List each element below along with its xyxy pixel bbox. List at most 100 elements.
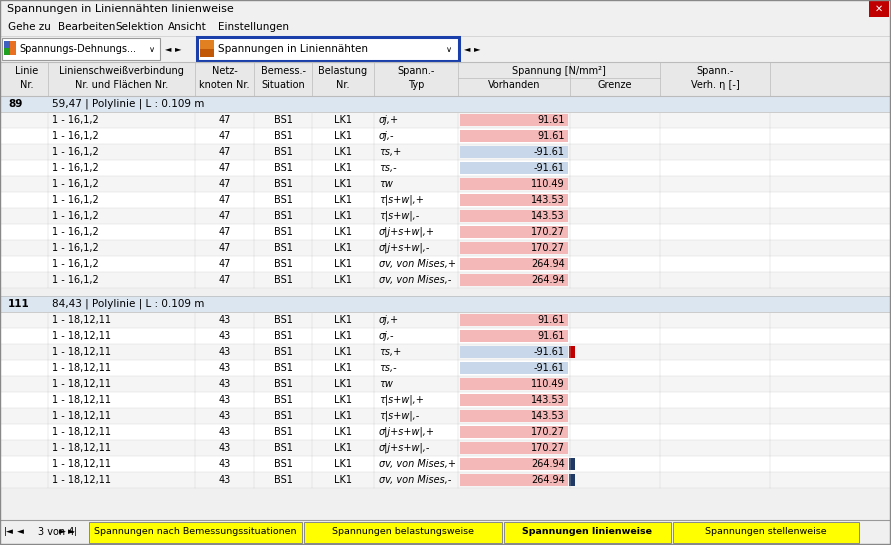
FancyBboxPatch shape <box>0 256 891 272</box>
Text: 1 - 18,12,11: 1 - 18,12,11 <box>52 363 111 373</box>
Text: BS1: BS1 <box>274 131 292 141</box>
FancyBboxPatch shape <box>4 41 16 55</box>
FancyBboxPatch shape <box>0 296 891 312</box>
Text: 1 - 18,12,11: 1 - 18,12,11 <box>52 443 111 453</box>
FancyBboxPatch shape <box>0 344 891 360</box>
Text: Spann.-: Spann.- <box>397 66 435 76</box>
Text: 47: 47 <box>218 195 231 205</box>
Text: 143.53: 143.53 <box>531 195 565 205</box>
FancyBboxPatch shape <box>0 376 891 392</box>
Text: 47: 47 <box>218 131 231 141</box>
Text: BS1: BS1 <box>274 259 292 269</box>
FancyBboxPatch shape <box>0 360 891 376</box>
Text: 1 - 16,1,2: 1 - 16,1,2 <box>52 259 99 269</box>
Text: 43: 43 <box>218 459 231 469</box>
FancyBboxPatch shape <box>460 458 568 470</box>
FancyBboxPatch shape <box>0 424 891 440</box>
Text: 1 - 18,12,11: 1 - 18,12,11 <box>52 475 111 485</box>
Text: -91.61: -91.61 <box>534 347 565 357</box>
Text: 47: 47 <box>218 211 231 221</box>
Text: 170.27: 170.27 <box>531 243 565 253</box>
FancyBboxPatch shape <box>0 440 891 456</box>
FancyBboxPatch shape <box>0 272 891 288</box>
Text: BS1: BS1 <box>274 443 292 453</box>
Text: knoten Nr.: knoten Nr. <box>200 80 249 90</box>
Text: ►|: ►| <box>68 528 78 536</box>
Text: BS1: BS1 <box>274 459 292 469</box>
Text: 264.94: 264.94 <box>531 275 565 285</box>
Text: Belastung: Belastung <box>318 66 368 76</box>
Text: LK1: LK1 <box>334 363 352 373</box>
FancyBboxPatch shape <box>0 408 891 424</box>
Text: Nr.: Nr. <box>20 80 33 90</box>
Text: BS1: BS1 <box>274 227 292 237</box>
Text: 110.49: 110.49 <box>531 179 565 189</box>
FancyBboxPatch shape <box>0 112 891 128</box>
Text: BS1: BS1 <box>274 115 292 125</box>
Text: Spannungen nach Bemessungssituationen: Spannungen nach Bemessungssituationen <box>94 528 297 536</box>
Text: 1 - 16,1,2: 1 - 16,1,2 <box>52 131 99 141</box>
Text: LK1: LK1 <box>334 347 352 357</box>
Text: τw: τw <box>379 179 393 189</box>
Text: ◄: ◄ <box>165 45 171 53</box>
Text: LK1: LK1 <box>334 243 352 253</box>
FancyBboxPatch shape <box>460 314 568 326</box>
Text: σj,+: σj,+ <box>379 315 399 325</box>
Text: Nr.: Nr. <box>336 80 350 90</box>
Text: LK1: LK1 <box>334 147 352 157</box>
Text: 1 - 18,12,11: 1 - 18,12,11 <box>52 379 111 389</box>
Text: Situation: Situation <box>261 80 305 90</box>
Text: 1 - 16,1,2: 1 - 16,1,2 <box>52 227 99 237</box>
Text: 1 - 18,12,11: 1 - 18,12,11 <box>52 459 111 469</box>
Text: LK1: LK1 <box>334 115 352 125</box>
Text: 143.53: 143.53 <box>531 211 565 221</box>
Text: 43: 43 <box>218 443 231 453</box>
Text: 1 - 18,12,11: 1 - 18,12,11 <box>52 411 111 421</box>
FancyBboxPatch shape <box>0 62 891 96</box>
FancyBboxPatch shape <box>2 38 160 60</box>
FancyBboxPatch shape <box>0 176 891 192</box>
FancyBboxPatch shape <box>0 0 891 18</box>
FancyBboxPatch shape <box>0 392 891 408</box>
Text: Bearbeiten: Bearbeiten <box>58 22 115 32</box>
Text: τs,-: τs,- <box>379 363 396 373</box>
FancyBboxPatch shape <box>869 1 889 17</box>
FancyBboxPatch shape <box>504 522 671 543</box>
Text: 1 - 18,12,11: 1 - 18,12,11 <box>52 427 111 437</box>
FancyBboxPatch shape <box>460 226 568 238</box>
Text: 1 - 16,1,2: 1 - 16,1,2 <box>52 115 99 125</box>
Text: LK1: LK1 <box>334 411 352 421</box>
Text: 91.61: 91.61 <box>537 115 565 125</box>
FancyBboxPatch shape <box>460 410 568 422</box>
Text: LK1: LK1 <box>334 275 352 285</box>
Text: τs,+: τs,+ <box>379 147 401 157</box>
FancyBboxPatch shape <box>0 312 891 328</box>
Text: 1 - 16,1,2: 1 - 16,1,2 <box>52 163 99 173</box>
FancyBboxPatch shape <box>569 474 575 486</box>
Text: LK1: LK1 <box>334 443 352 453</box>
Text: 43: 43 <box>218 315 231 325</box>
Text: ∨: ∨ <box>149 45 155 53</box>
Text: σv, von Mises,+: σv, von Mises,+ <box>379 459 456 469</box>
FancyBboxPatch shape <box>460 362 568 374</box>
FancyBboxPatch shape <box>0 192 891 208</box>
Text: 47: 47 <box>218 227 231 237</box>
Text: BS1: BS1 <box>274 179 292 189</box>
FancyBboxPatch shape <box>0 240 891 256</box>
FancyBboxPatch shape <box>4 48 10 55</box>
Text: 143.53: 143.53 <box>531 411 565 421</box>
Text: ◄: ◄ <box>464 45 470 53</box>
Text: 111: 111 <box>8 299 29 309</box>
Text: 1 - 16,1,2: 1 - 16,1,2 <box>52 179 99 189</box>
Text: Spannungen belastungsweise: Spannungen belastungsweise <box>332 528 474 536</box>
Text: 1 - 16,1,2: 1 - 16,1,2 <box>52 243 99 253</box>
Text: 43: 43 <box>218 347 231 357</box>
Text: 47: 47 <box>218 243 231 253</box>
Text: Nr. und Flächen Nr.: Nr. und Flächen Nr. <box>75 80 168 90</box>
Text: 43: 43 <box>218 331 231 341</box>
Text: Verh. η [-]: Verh. η [-] <box>691 80 740 90</box>
Text: BS1: BS1 <box>274 411 292 421</box>
Text: τw: τw <box>379 379 393 389</box>
Text: 110.49: 110.49 <box>531 379 565 389</box>
FancyBboxPatch shape <box>0 208 891 224</box>
